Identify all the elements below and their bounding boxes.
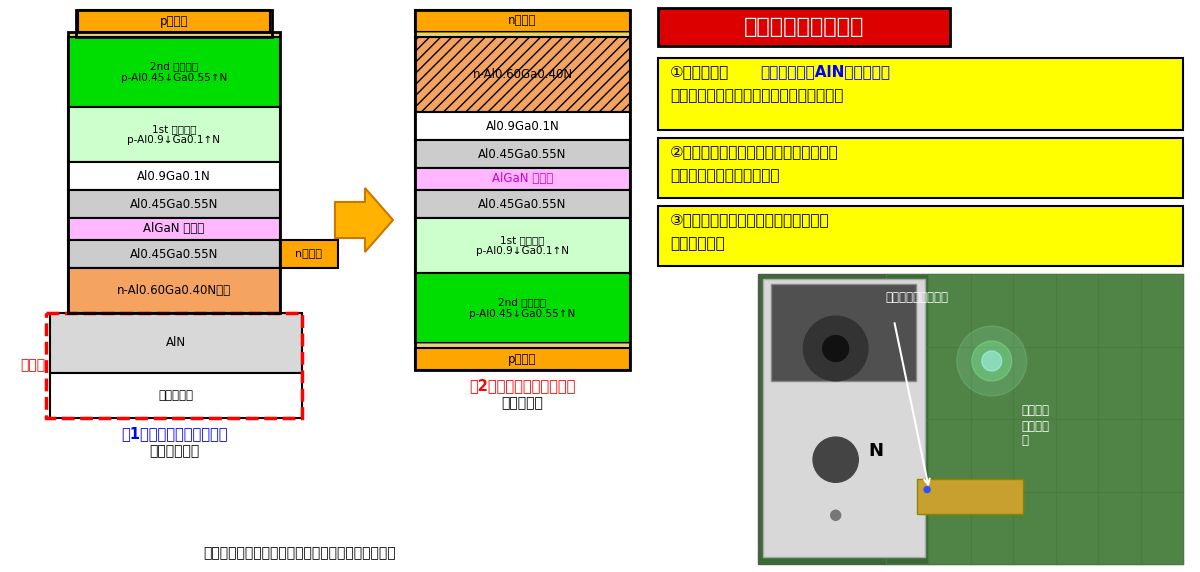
Text: 技術を開発（名城大・三重大・西進商事）: 技術を開発（名城大・三重大・西進商事） (670, 89, 844, 104)
Circle shape (803, 316, 868, 381)
Text: 半導体レーザーの断面から観察した模式的な構造図: 半導体レーザーの断面から観察した模式的な構造図 (204, 546, 396, 560)
Bar (50, 373, 302, 418)
Text: AlGaN 活性層: AlGaN 活性層 (143, 223, 205, 236)
Text: AlN: AlN (166, 336, 186, 349)
Bar (415, 112, 630, 140)
Bar (415, 348, 630, 370)
Text: n型電極: n型電極 (509, 14, 536, 27)
Text: 1st 組成傾斜
p-Al0.9↓Ga0.1↑N: 1st 組成傾斜 p-Al0.9↓Ga0.1↑N (127, 124, 221, 145)
Text: N: N (869, 442, 883, 460)
Circle shape (924, 487, 930, 492)
Bar (658, 206, 1183, 266)
Text: p型電極: p型電極 (509, 352, 536, 366)
Circle shape (972, 341, 1012, 381)
Bar (415, 190, 630, 218)
Text: （本成果）: （本成果） (502, 396, 544, 410)
Text: p型電極: p型電極 (160, 14, 188, 27)
Bar (68, 218, 280, 240)
Bar (415, 10, 630, 370)
Bar (415, 218, 630, 273)
Text: サファイア: サファイア (158, 389, 193, 402)
Text: 縦型半導体レーザー: 縦型半導体レーザー (886, 291, 948, 304)
Bar (415, 37, 630, 112)
Bar (78, 10, 270, 32)
Text: （従来構造）: （従来構造） (149, 444, 199, 458)
Text: Al0.45Ga0.55N: Al0.45Ga0.55N (130, 248, 218, 260)
Text: Al0.45Ga0.55N: Al0.45Ga0.55N (479, 197, 566, 210)
Bar (917, 479, 1022, 514)
Text: （名城大・ウシオ電機）: （名城大・ウシオ電機） (670, 169, 780, 184)
Bar (415, 273, 630, 343)
Bar (46, 313, 302, 418)
Text: n型電極: n型電極 (295, 249, 323, 259)
Bar (68, 268, 280, 313)
Bar (68, 32, 280, 37)
Text: 2nd 組成傾斜
p-Al0.45↓Ga0.55↑N: 2nd 組成傾斜 p-Al0.45↓Ga0.55↑N (469, 297, 576, 319)
Circle shape (823, 336, 848, 362)
Text: ③　良好な光共振器を形成技術の開発: ③ 良好な光共振器を形成技術の開発 (670, 213, 829, 228)
Bar (68, 107, 280, 162)
Circle shape (814, 437, 858, 482)
Bar (772, 284, 917, 382)
Bar (50, 313, 302, 373)
Bar (658, 8, 949, 46)
Polygon shape (335, 188, 394, 252)
Text: n-Al0.60Ga0.40N: n-Al0.60Ga0.40N (473, 68, 572, 81)
Bar (415, 10, 630, 32)
Bar (68, 37, 280, 107)
Circle shape (830, 510, 841, 521)
Text: AlGaN 活性層: AlGaN 活性層 (492, 173, 553, 185)
Bar (928, 274, 1183, 564)
Bar (758, 274, 1183, 564)
Bar (68, 32, 280, 313)
Text: 図2　縦型半導体レーザー: 図2 縦型半導体レーザー (469, 378, 576, 393)
Bar (415, 168, 630, 190)
Text: 図1　横型半導体レーザー: 図1 横型半導体レーザー (121, 426, 227, 441)
Bar (763, 279, 924, 557)
Bar (76, 10, 272, 37)
Text: ①　絶縁性の: ① 絶縁性の (670, 65, 730, 80)
Bar (658, 138, 1183, 198)
Bar (415, 140, 630, 168)
Text: n-Al0.60Ga0.40N厚膜: n-Al0.60Ga0.40N厚膜 (116, 284, 232, 297)
Text: Al0.45Ga0.55N: Al0.45Ga0.55N (130, 197, 218, 210)
Text: 蛍光体を
塗布した
紙: 蛍光体を 塗布した 紙 (1021, 404, 1050, 447)
Text: 絶縁性: 絶縁性 (20, 359, 46, 372)
Text: Al0.45Ga0.55N: Al0.45Ga0.55N (479, 148, 566, 161)
Bar (415, 32, 630, 37)
Bar (415, 343, 630, 348)
Bar (68, 162, 280, 190)
Bar (280, 240, 338, 268)
Text: ②　縦型デバイスのプロセス技術の開発: ② 縦型デバイスのプロセス技術の開発 (670, 145, 839, 160)
Text: 2nd 組成傾斜
p-Al0.45↓Ga0.55↑N: 2nd 組成傾斜 p-Al0.45↓Ga0.55↑N (121, 61, 227, 83)
Circle shape (982, 351, 1002, 371)
Bar (68, 190, 280, 218)
Circle shape (956, 326, 1027, 396)
Text: 1st 組成傾斜
p-Al0.9↓Ga0.1↑N: 1st 組成傾斜 p-Al0.9↓Ga0.1↑N (476, 235, 569, 256)
Text: サファイア・AlNを剥離する: サファイア・AlNを剥離する (760, 65, 890, 80)
Bar (658, 58, 1183, 130)
Text: （名城大）: （名城大） (670, 236, 725, 252)
Text: Al0.9Ga0.1N: Al0.9Ga0.1N (486, 120, 559, 133)
Bar (68, 240, 280, 268)
Text: Al0.9Ga0.1N: Al0.9Ga0.1N (137, 169, 211, 182)
Text: ブレイクスルー技術: ブレイクスルー技術 (744, 17, 864, 37)
